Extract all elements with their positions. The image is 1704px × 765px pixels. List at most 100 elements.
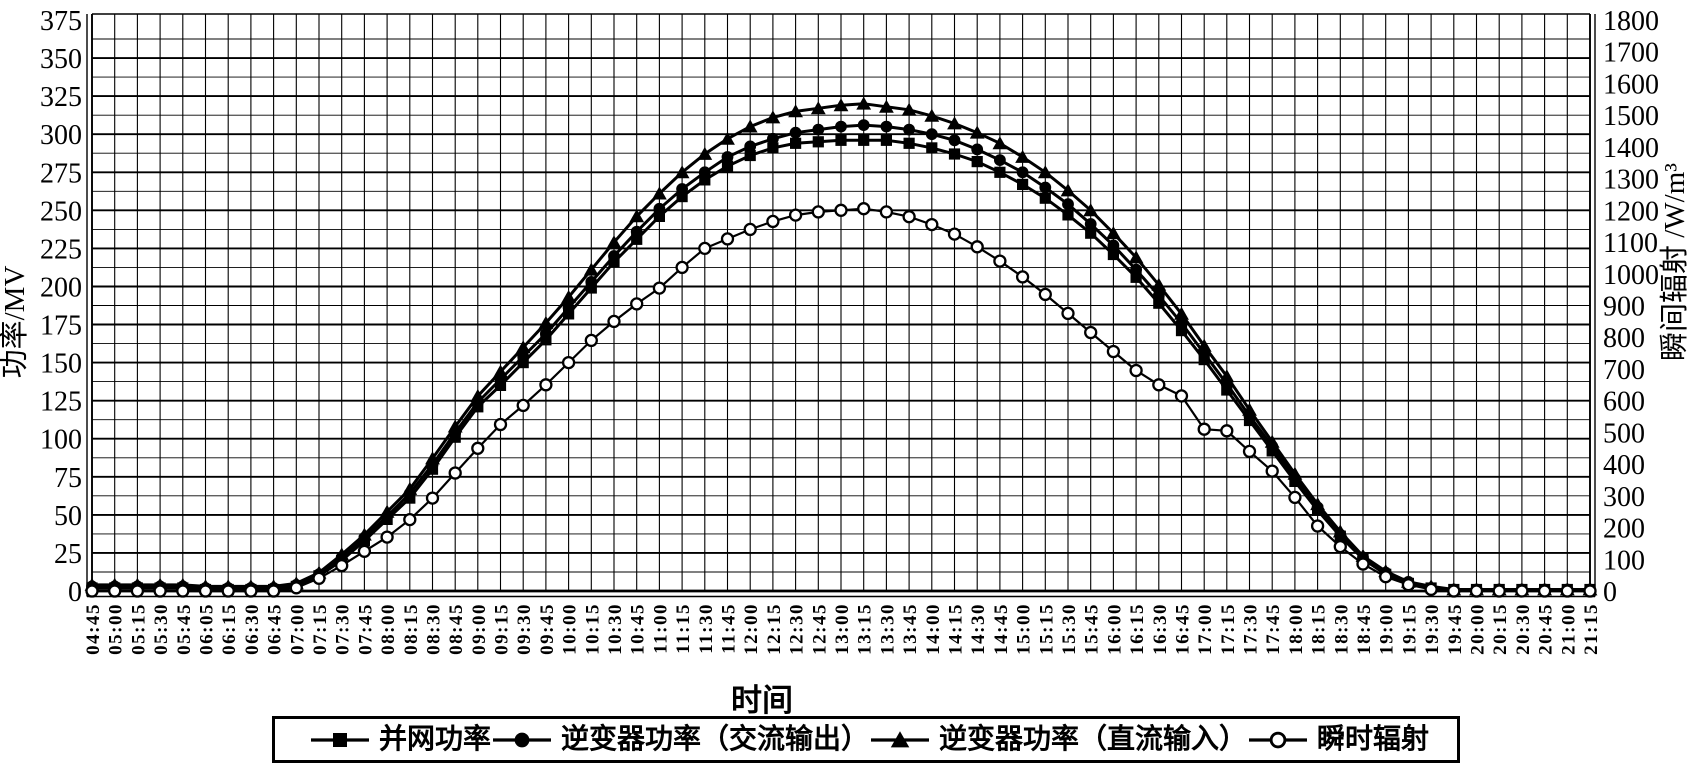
x-tick-label: 11:30	[696, 603, 717, 654]
x-tick-label: 07:45	[355, 603, 376, 655]
legend-label: 逆变器功率（直流输入）	[939, 723, 1248, 755]
right-y-tick-label: 500	[1603, 418, 1645, 449]
axis-tick-labels: 0 25 50 75 100 125 150 175 200 225 250 275 300 325 350…	[40, 6, 1659, 655]
x-tick-label: 14:45	[991, 603, 1012, 655]
legend-label: 瞬时辐射	[1317, 723, 1430, 755]
x-tick-label: 14:30	[968, 603, 989, 655]
x-tick-label: 07:30	[333, 603, 354, 655]
left-y-tick-label: 125	[40, 387, 82, 418]
x-tick-label: 16:45	[1173, 603, 1194, 655]
filled-triangle-icon	[871, 730, 930, 747]
left-y-tick-label: 75	[54, 463, 82, 494]
x-tick-label: 10:15	[582, 603, 603, 655]
x-tick-label: 15:30	[1059, 603, 1080, 655]
left-axis-title: 功率/MV	[0, 266, 31, 379]
x-tick-label: 09:45	[537, 603, 558, 655]
x-tick-label: 18:45	[1354, 603, 1375, 655]
x-tick-label: 04:45	[83, 603, 104, 655]
x-tick-label: 18:30	[1331, 603, 1352, 655]
x-tick-label: 09:15	[492, 603, 513, 655]
x-tick-label: 15:45	[1082, 603, 1103, 655]
x-tick-label: 20:15	[1490, 603, 1511, 655]
x-tick-label: 06:30	[242, 603, 263, 655]
left-y-tick-label: 0	[68, 577, 82, 608]
x-tick-label: 11:15	[673, 603, 694, 654]
x-tick-label: 10:00	[560, 603, 581, 655]
x-tick-label: 15:00	[1014, 603, 1035, 655]
x-tick-label: 07:00	[287, 603, 308, 655]
x-tick-label: 21:00	[1558, 603, 1579, 655]
right-y-tick-label: 600	[1603, 387, 1645, 418]
right-y-tick-label: 1500	[1603, 101, 1659, 132]
x-tick-label: 07:15	[310, 603, 331, 655]
x-tick-label: 05:00	[106, 603, 127, 655]
legend-item-grid-power: 并网功率	[309, 723, 492, 755]
right-y-tick-label: 400	[1603, 450, 1645, 481]
left-y-tick-label: 25	[54, 539, 82, 570]
x-tick-label: 06:05	[197, 603, 218, 655]
x-tick-label: 19:45	[1445, 603, 1466, 655]
legend-item-inverter-ac-output: 逆变器功率（交流输出）	[491, 725, 869, 754]
x-tick-label: 14:15	[946, 603, 967, 655]
right-axis-title: 瞬间辐射 /W/m³	[1658, 163, 1691, 361]
x-tick-label: 06:15	[219, 603, 240, 655]
filled-circle-icon	[493, 732, 552, 747]
plot-area: 0 25 50 75 100 125 150 175 200 225 250 275 300 325 350…	[0, 6, 1691, 716]
left-y-tick-label: 50	[54, 501, 82, 532]
right-y-tick-label: 200	[1603, 514, 1645, 545]
right-y-tick-label: 800	[1603, 323, 1645, 354]
filled-square-icon	[311, 732, 369, 747]
legend-label: 并网功率	[379, 723, 492, 755]
left-y-tick-label: 300	[40, 120, 82, 151]
x-tick-label: 17:00	[1195, 603, 1216, 655]
x-tick-label: 13:15	[855, 603, 876, 655]
x-tick-label: 09:00	[469, 603, 490, 655]
x-tick-label: 13:00	[832, 603, 853, 655]
series-instant-radiation	[85, 202, 1597, 598]
left-y-tick-label: 150	[40, 349, 82, 380]
gridlines	[86, 13, 1596, 598]
x-tick-label: 05:45	[174, 603, 195, 655]
x-tick-label: 12:45	[809, 603, 830, 655]
x-tick-label: 08:45	[446, 603, 467, 655]
x-tick-label: 05:30	[151, 603, 172, 655]
legend-item-instant-radiation: 瞬时辐射	[1247, 723, 1430, 755]
right-y-tick-label: 700	[1603, 355, 1645, 386]
left-y-tick-label: 375	[40, 6, 82, 37]
x-tick-label: 18:00	[1286, 603, 1307, 655]
data-series	[84, 96, 1598, 598]
right-y-tick-label: 300	[1603, 482, 1645, 513]
x-tick-label: 12:00	[741, 603, 762, 655]
x-axis-title: 时间	[731, 683, 793, 716]
x-tick-label: 20:30	[1513, 603, 1534, 655]
x-tick-label: 16:30	[1150, 603, 1171, 655]
x-tick-label: 18:15	[1309, 603, 1330, 655]
x-tick-label: 12:30	[787, 603, 808, 655]
left-y-tick-label: 225	[40, 234, 82, 265]
x-tick-label: 06:45	[265, 603, 286, 655]
x-tick-label: 17:45	[1263, 603, 1284, 655]
x-tick-label: 13:30	[877, 603, 898, 655]
right-y-tick-label: 1300	[1603, 165, 1659, 196]
open-circle-icon	[1249, 731, 1308, 748]
left-y-tick-label: 175	[40, 311, 82, 342]
right-y-tick-label: 1000	[1603, 260, 1659, 291]
left-y-tick-label: 250	[40, 196, 82, 227]
right-y-tick-label: 1600	[1603, 69, 1659, 100]
x-tick-label: 19:00	[1377, 603, 1398, 655]
x-tick-label: 08:30	[424, 603, 445, 655]
x-tick-label: 21:15	[1581, 603, 1602, 655]
x-tick-label: 08:15	[401, 603, 422, 655]
x-tick-label: 15:15	[1036, 603, 1057, 655]
left-y-tick-label: 350	[40, 44, 82, 75]
x-tick-label: 17:30	[1241, 603, 1262, 655]
x-tick-label: 11:45	[719, 603, 740, 654]
x-tick-label: 16:15	[1127, 603, 1148, 655]
right-y-tick-label: 0	[1603, 577, 1617, 608]
left-y-tick-label: 100	[40, 425, 82, 456]
x-tick-label: 09:30	[514, 603, 535, 655]
left-y-tick-label: 325	[40, 82, 82, 113]
x-tick-label: 14:00	[923, 603, 944, 655]
x-tick-label: 05:15	[128, 603, 149, 655]
right-y-tick-label: 1800	[1603, 6, 1659, 37]
